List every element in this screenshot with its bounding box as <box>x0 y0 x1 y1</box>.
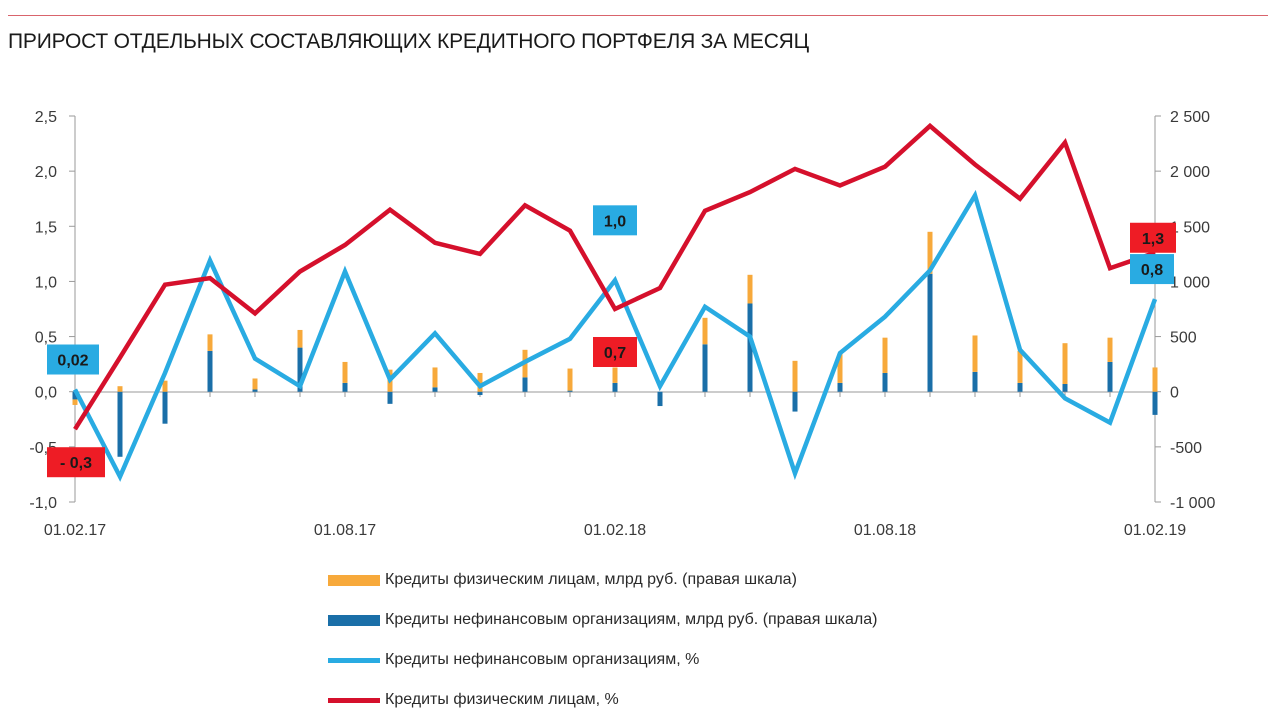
callout-box <box>47 344 99 375</box>
right-tick-label: 1 000 <box>1170 274 1210 291</box>
legend-label: Кредиты физическим лицам, % <box>385 691 619 708</box>
callout-red: 1,3 <box>1130 222 1176 253</box>
right-tick-label: -1 000 <box>1170 495 1215 512</box>
callout-red: 0,7 <box>593 337 637 367</box>
left-tick-label: 2,5 <box>35 109 57 126</box>
individual-bar <box>1062 343 1068 384</box>
individual-bar <box>117 386 123 392</box>
legend-label: Кредиты нефинансовым организациям, млрд … <box>385 611 878 628</box>
corporate-bar <box>972 371 978 392</box>
individual-bar <box>792 360 798 392</box>
corporate-bar <box>477 391 483 396</box>
corporate-bar <box>792 391 798 412</box>
corporate-bar <box>1062 383 1068 392</box>
individual-bar <box>1152 367 1158 392</box>
chart-title: ПРИРОСТ ОТДЕЛЬНЫХ СОСТАВЛЯЮЩИХ КРЕДИТНОГ… <box>8 30 809 53</box>
individual-bar <box>297 329 303 348</box>
x-tick-label: 01.08.17 <box>314 522 376 539</box>
callout-label: - 0,3 <box>60 455 92 472</box>
individual-bar <box>477 372 483 392</box>
left-tick-label: 1,0 <box>35 274 57 291</box>
corporate-bar <box>387 391 393 404</box>
individual-bar <box>1107 337 1113 362</box>
left-tick-label: 0,0 <box>35 385 57 402</box>
corporate-bar <box>342 382 348 392</box>
left-tick-label: -1,0 <box>29 495 57 512</box>
callout-blue: 0,8 <box>1130 254 1174 285</box>
individual-bar <box>252 378 258 390</box>
left-tick-label: 0,5 <box>35 330 57 347</box>
right-tick-label: -500 <box>1170 440 1202 457</box>
callout-box <box>593 337 637 367</box>
individual-bar <box>747 274 753 304</box>
individual-bar <box>837 353 843 383</box>
corporate-bar <box>567 390 573 392</box>
legend-swatch <box>328 658 380 663</box>
individual-bar <box>972 335 978 372</box>
x-tick-label: 01.02.18 <box>584 522 646 539</box>
callout-label: 0,8 <box>1141 262 1163 279</box>
individual-bar <box>882 337 888 373</box>
callout-label: 1,3 <box>1142 231 1164 248</box>
callout-label: 0,7 <box>604 345 626 362</box>
corporate-bar <box>1107 361 1113 392</box>
corporate-bar <box>72 391 78 400</box>
corporate-bar <box>522 377 528 392</box>
callout-blue: 0,02 <box>47 344 99 375</box>
right-tick-label: 2 500 <box>1170 109 1210 126</box>
corporate-bar <box>432 387 438 392</box>
callout-box <box>47 447 105 478</box>
corporate-percent-line <box>73 189 1158 482</box>
legend-label: Кредиты физическим лицам, млрд руб. (пра… <box>385 571 797 588</box>
top-rule <box>8 15 1268 16</box>
individual-bar <box>342 361 348 383</box>
corporate-bar <box>837 382 843 392</box>
callout-red: - 0,3 <box>47 447 105 478</box>
corporate-bar <box>657 391 663 407</box>
corporate-bar <box>162 391 168 424</box>
right-tick-label: 500 <box>1170 330 1197 347</box>
right-tick-label: 0 <box>1170 385 1179 402</box>
left-tick-label: 2,0 <box>35 164 57 181</box>
corporate-bar <box>297 347 303 392</box>
callout-label: 1,0 <box>604 213 626 230</box>
corporate-bar <box>252 389 258 392</box>
x-tick-label: 01.02.17 <box>44 522 106 539</box>
individual-bar <box>612 367 618 383</box>
corporate-bar <box>612 382 618 392</box>
legend-swatch <box>328 698 380 703</box>
corporate-bar <box>882 372 888 392</box>
right-tick-label: 1 500 <box>1170 219 1210 236</box>
corporate-bar <box>207 350 213 392</box>
individual-bar <box>432 367 438 388</box>
callout-label: 0,02 <box>57 353 88 370</box>
individual-bar <box>927 231 933 274</box>
callout-box <box>1130 254 1174 285</box>
corporate-bar <box>1017 382 1023 392</box>
corporate-bar <box>1152 391 1158 415</box>
individual-bar <box>567 368 573 391</box>
x-tick-label: 01.08.18 <box>854 522 916 539</box>
individual-bar <box>162 380 168 392</box>
individual-bar <box>1017 350 1023 383</box>
left-tick-label: 1,5 <box>35 219 57 236</box>
individual-bar <box>207 334 213 351</box>
legend-swatch <box>328 615 380 626</box>
legend-swatch <box>328 575 380 586</box>
corporate-bar <box>702 344 708 392</box>
callout-box <box>1130 222 1176 253</box>
callout-box <box>593 205 637 236</box>
corporate-bar <box>927 273 933 392</box>
individual-percent-line <box>73 122 1156 431</box>
corporate-bar <box>747 303 753 392</box>
individual-bar <box>702 317 708 345</box>
right-tick-label: 2 000 <box>1170 164 1210 181</box>
callout-blue: 1,0 <box>593 205 637 236</box>
legend-label: Кредиты нефинансовым организациям, % <box>385 651 700 668</box>
corporate-bar <box>117 391 123 457</box>
x-tick-label: 01.02.19 <box>1124 522 1186 539</box>
individual-bar <box>72 399 78 405</box>
